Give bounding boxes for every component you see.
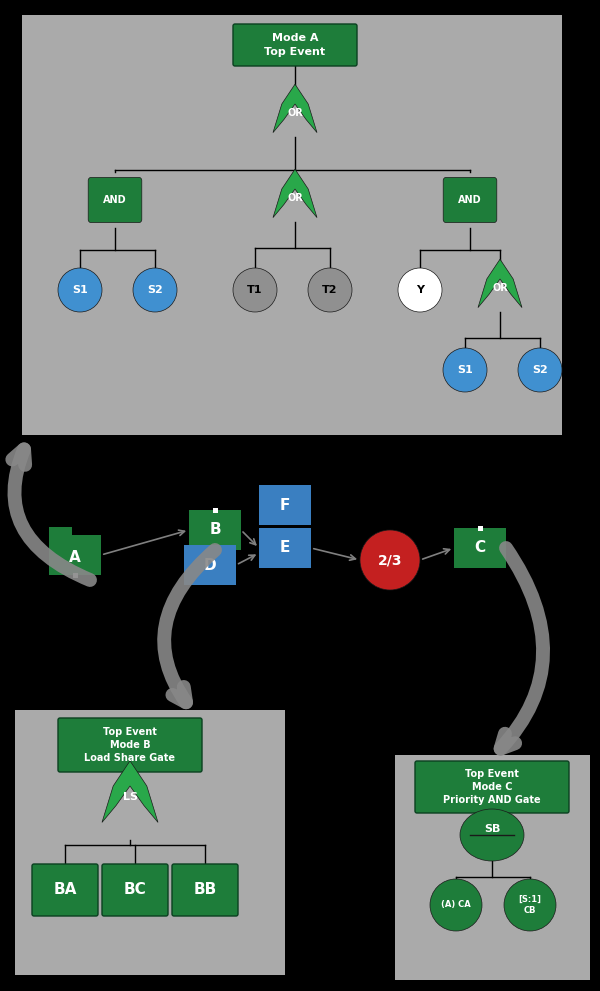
- FancyBboxPatch shape: [443, 177, 497, 223]
- Text: SB: SB: [484, 824, 500, 833]
- Text: D: D: [203, 558, 217, 573]
- Bar: [189, 510, 241, 550]
- Bar: [478, 525, 482, 530]
- Circle shape: [443, 348, 487, 392]
- Text: OR: OR: [287, 193, 303, 203]
- Bar: [15, 710, 285, 975]
- Bar: [259, 485, 311, 525]
- FancyArrowPatch shape: [13, 449, 90, 580]
- Circle shape: [308, 268, 352, 312]
- Circle shape: [360, 530, 420, 590]
- Text: E: E: [280, 540, 290, 556]
- Text: F: F: [280, 497, 290, 512]
- Circle shape: [430, 879, 482, 931]
- Circle shape: [233, 268, 277, 312]
- Text: S1: S1: [72, 285, 88, 295]
- Polygon shape: [273, 169, 317, 218]
- Bar: [259, 528, 311, 568]
- Text: BA: BA: [53, 883, 77, 898]
- Bar: [22, 15, 562, 435]
- FancyBboxPatch shape: [102, 864, 168, 916]
- Bar: [395, 755, 590, 980]
- Text: Top Event
Mode C
Priority AND Gate: Top Event Mode C Priority AND Gate: [443, 769, 541, 806]
- Circle shape: [133, 268, 177, 312]
- FancyArrowPatch shape: [164, 550, 215, 703]
- Polygon shape: [273, 84, 317, 133]
- Bar: [73, 573, 77, 578]
- Text: AND: AND: [103, 195, 127, 205]
- Ellipse shape: [460, 809, 524, 861]
- Text: OR: OR: [492, 282, 508, 292]
- Text: B: B: [209, 522, 221, 537]
- Text: Mode A
Top Event: Mode A Top Event: [265, 34, 326, 56]
- Text: 2/3: 2/3: [378, 553, 402, 567]
- Circle shape: [504, 879, 556, 931]
- Text: LS: LS: [122, 792, 137, 802]
- Text: (A) CA: (A) CA: [441, 901, 471, 910]
- Circle shape: [58, 268, 102, 312]
- Polygon shape: [102, 761, 158, 823]
- Circle shape: [398, 268, 442, 312]
- Text: Top Event
Mode B
Load Share Gate: Top Event Mode B Load Share Gate: [85, 726, 176, 763]
- FancyBboxPatch shape: [32, 864, 98, 916]
- FancyArrowPatch shape: [500, 548, 543, 748]
- Polygon shape: [478, 260, 522, 307]
- FancyBboxPatch shape: [415, 761, 569, 813]
- Bar: [49, 527, 73, 535]
- Text: BC: BC: [124, 883, 146, 898]
- Text: BB: BB: [193, 883, 217, 898]
- Text: Y: Y: [416, 285, 424, 295]
- Text: T2: T2: [322, 285, 338, 295]
- Circle shape: [518, 348, 562, 392]
- Bar: [49, 535, 101, 575]
- Text: S2: S2: [147, 285, 163, 295]
- Bar: [212, 507, 218, 512]
- FancyBboxPatch shape: [58, 718, 202, 772]
- FancyBboxPatch shape: [233, 24, 357, 66]
- FancyBboxPatch shape: [172, 864, 238, 916]
- Text: C: C: [475, 540, 485, 556]
- Text: S1: S1: [457, 365, 473, 375]
- Text: OR: OR: [287, 108, 303, 118]
- Text: [S:1]
CB: [S:1] CB: [518, 895, 542, 915]
- Bar: [454, 528, 506, 568]
- Bar: [184, 545, 236, 585]
- FancyBboxPatch shape: [88, 177, 142, 223]
- Text: T1: T1: [247, 285, 263, 295]
- Text: A: A: [69, 549, 81, 565]
- Text: S2: S2: [532, 365, 548, 375]
- Text: AND: AND: [458, 195, 482, 205]
